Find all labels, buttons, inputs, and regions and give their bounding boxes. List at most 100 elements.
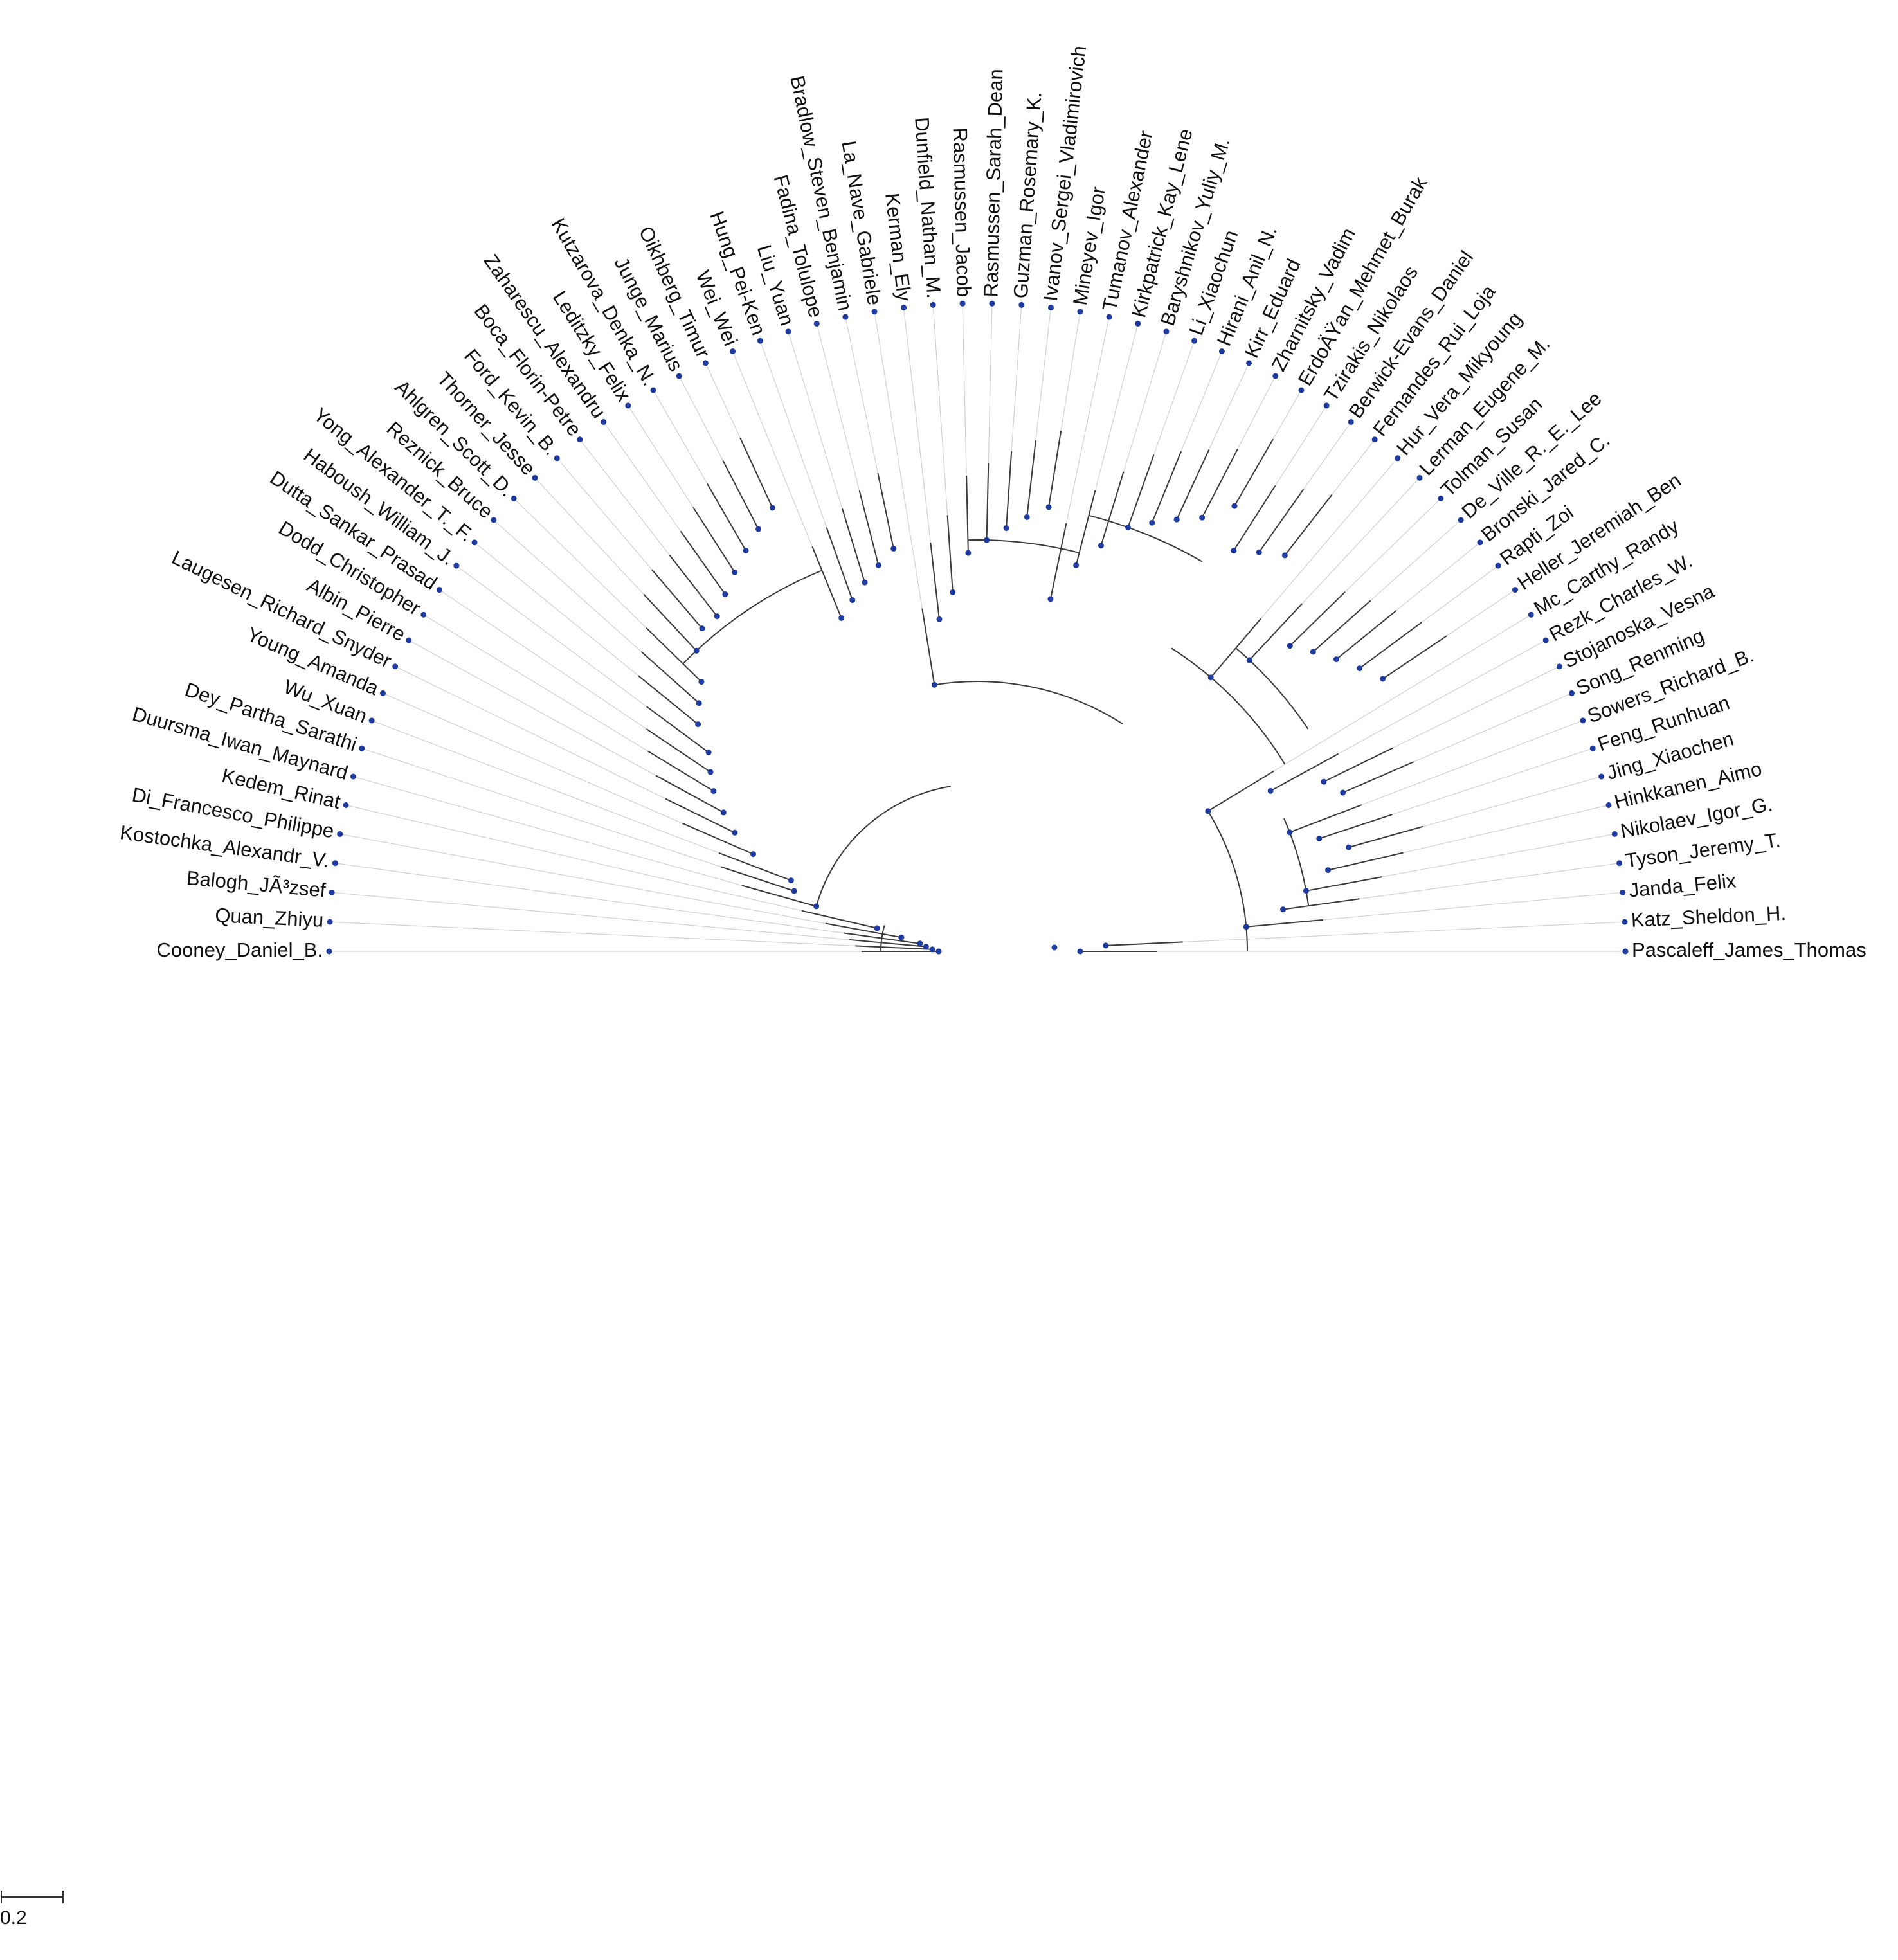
branch-segment bbox=[692, 507, 736, 573]
branch-segment bbox=[930, 543, 940, 620]
leaf-tip bbox=[1580, 717, 1586, 724]
leaf-tip bbox=[1438, 495, 1444, 501]
internal-node bbox=[1077, 948, 1083, 955]
scale-bar: 0.2 bbox=[0, 1891, 64, 1929]
leaf-tip bbox=[1077, 309, 1083, 315]
leaf-tip bbox=[1556, 663, 1562, 670]
leaf-tip bbox=[532, 474, 538, 481]
branch-segment bbox=[741, 885, 817, 907]
internal-node bbox=[769, 505, 775, 511]
internal-node bbox=[1231, 548, 1237, 554]
leaf-tip bbox=[1218, 348, 1225, 355]
branch-segment bbox=[1210, 618, 1261, 678]
leaf-label: Pascaleff_James_Thomas bbox=[1632, 939, 1866, 961]
internal-node bbox=[750, 851, 756, 858]
branch-segment bbox=[1335, 610, 1397, 660]
leaf-tip bbox=[511, 495, 517, 501]
branch-segment bbox=[1049, 523, 1067, 599]
internal-node bbox=[890, 545, 897, 552]
leaf-tip bbox=[1298, 387, 1305, 393]
branch-segment bbox=[1249, 603, 1303, 661]
leaf-tip bbox=[554, 455, 560, 462]
branch-segment bbox=[1207, 770, 1274, 812]
branch-segment bbox=[1151, 451, 1182, 523]
internal-node bbox=[1246, 657, 1252, 663]
branch-segment bbox=[858, 490, 880, 566]
internal-node bbox=[1199, 514, 1206, 521]
leaf-guide-line bbox=[1105, 921, 1625, 946]
leaf-tips bbox=[326, 300, 1629, 955]
leaf-tip bbox=[1605, 802, 1612, 809]
branch-segment bbox=[1328, 852, 1404, 871]
branch-segment bbox=[1026, 440, 1036, 517]
leaf-tip bbox=[1191, 337, 1198, 344]
leaf-guide-line bbox=[339, 833, 902, 938]
branch-segment bbox=[1105, 941, 1183, 946]
leaf-tip bbox=[406, 637, 412, 643]
internal-node bbox=[936, 616, 943, 622]
internal-node bbox=[965, 550, 972, 556]
internal-node bbox=[984, 537, 990, 543]
leaf-tip bbox=[1512, 587, 1519, 593]
branch-segment bbox=[1382, 635, 1447, 679]
leaf-tip bbox=[785, 328, 791, 335]
clade-arc bbox=[815, 786, 951, 907]
clade-arc bbox=[1207, 811, 1248, 952]
branch-segment bbox=[986, 463, 990, 541]
branch-segment bbox=[641, 651, 700, 704]
internal-node bbox=[1281, 552, 1288, 559]
scale-bar-label: 0.2 bbox=[0, 1907, 27, 1929]
internal-node bbox=[1310, 649, 1316, 655]
leaf-tip bbox=[1323, 402, 1330, 409]
internal-node bbox=[1287, 829, 1293, 836]
leaf-tip bbox=[1620, 889, 1626, 895]
branch-segment bbox=[1342, 761, 1414, 793]
branch-segment bbox=[722, 460, 759, 530]
leaf-tip bbox=[1272, 373, 1279, 379]
leaf-tip bbox=[326, 948, 332, 955]
clade-arc bbox=[1283, 818, 1310, 906]
leaf-tip bbox=[842, 314, 849, 320]
leaf-label: Kerman_Ely bbox=[881, 192, 916, 303]
internal-node bbox=[875, 562, 881, 568]
leaf-tip bbox=[1616, 860, 1623, 867]
branch-segment bbox=[665, 798, 736, 834]
leaf-tip bbox=[436, 587, 442, 593]
leaf-tip bbox=[989, 300, 995, 307]
leaf-tip bbox=[420, 611, 427, 618]
leaf-tip bbox=[1135, 320, 1141, 327]
leaf-guide-line bbox=[345, 804, 878, 929]
leaf-tip bbox=[601, 418, 607, 425]
branch-segment bbox=[707, 483, 746, 551]
leaf-tip bbox=[1348, 418, 1354, 425]
branch-segment bbox=[1258, 489, 1305, 553]
leaf-guide-line bbox=[353, 776, 817, 907]
branch-segment bbox=[966, 476, 969, 553]
internal-node bbox=[788, 877, 794, 884]
leaf-guide-line bbox=[332, 892, 926, 948]
leaf-tip bbox=[1018, 301, 1025, 308]
internal-node bbox=[791, 888, 797, 894]
leaf-tip bbox=[959, 300, 966, 307]
leaf-tip bbox=[730, 348, 736, 355]
leaf-tip bbox=[1458, 517, 1464, 523]
branch-segment bbox=[1306, 876, 1382, 892]
tree-branches bbox=[637, 431, 1447, 952]
branch-segment bbox=[1270, 753, 1339, 792]
branch-segment bbox=[643, 593, 697, 651]
branch-segment bbox=[1323, 747, 1394, 783]
internal-node bbox=[732, 829, 738, 836]
internal-node bbox=[1207, 674, 1214, 681]
leaf-guide-line bbox=[335, 863, 920, 944]
leaf-tip bbox=[337, 831, 343, 837]
branch-segment bbox=[826, 527, 853, 600]
leaf-tip bbox=[1598, 773, 1605, 780]
branch-segment bbox=[1127, 454, 1155, 528]
branch-segment bbox=[1233, 485, 1276, 552]
branch-segment bbox=[646, 627, 702, 683]
clade-arc bbox=[682, 570, 822, 665]
branch-segment bbox=[825, 922, 902, 939]
leaf-tip bbox=[343, 802, 349, 809]
leaf-tip bbox=[329, 889, 335, 895]
branch-segment bbox=[647, 750, 714, 792]
